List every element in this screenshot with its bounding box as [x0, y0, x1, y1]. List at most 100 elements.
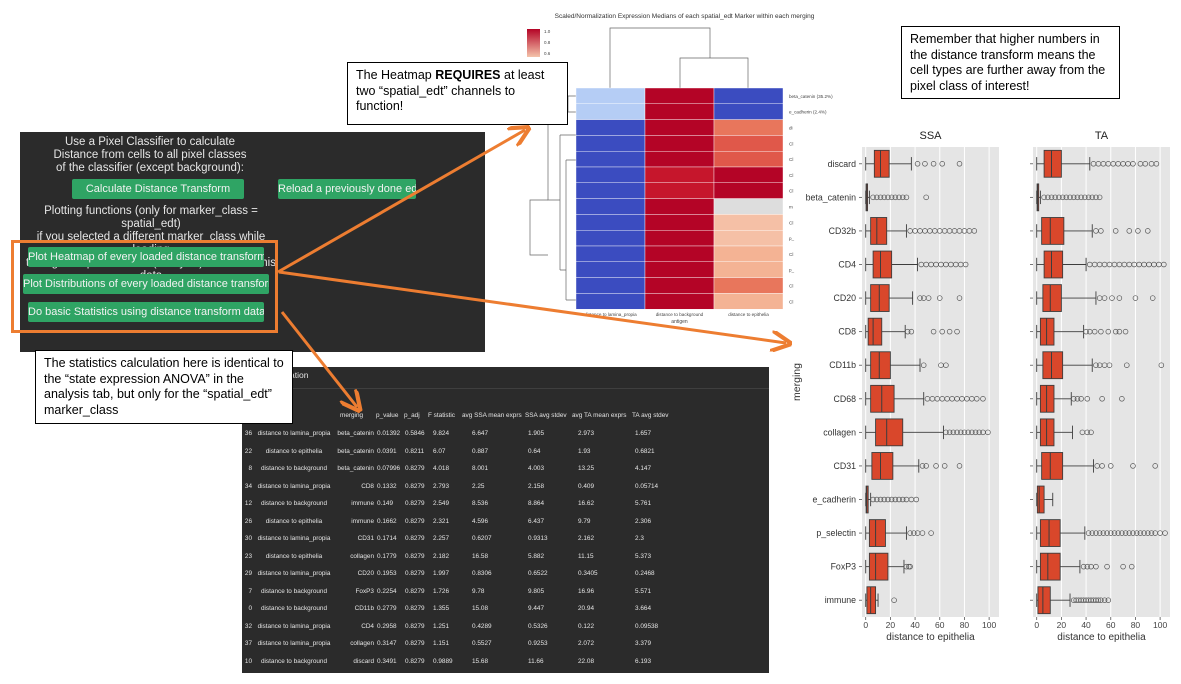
column-header[interactable]: avg TA mean exprs [572, 412, 627, 419]
table-cell: 0.1662 [377, 517, 397, 525]
x-tick-label: 100 [1153, 620, 1167, 630]
table-cell: distance to lamina_propia [257, 570, 331, 577]
table-cell: 8.864 [528, 500, 544, 507]
table-cell: 1.726 [433, 587, 449, 595]
heatmap-cell [644, 245, 715, 263]
table-cell: 37 [244, 640, 252, 647]
outlier-point [924, 396, 931, 402]
outlier-point [903, 194, 910, 201]
outlier-point [877, 194, 884, 201]
outlier-point [920, 295, 927, 301]
plot-distributions-button[interactable]: Plot Distributions of every loaded dista… [23, 274, 269, 294]
table-cell: 0.1332 [377, 482, 397, 490]
table-cell: collagen [350, 640, 374, 647]
outlier-point [948, 261, 954, 268]
heatmap-cell [644, 261, 715, 278]
outlier-point [1048, 194, 1055, 201]
table-cell: 8 [248, 465, 252, 472]
outlier-point [1063, 194, 1070, 201]
column-header[interactable]: TA avg stdev [632, 412, 669, 419]
table-cell: 0.149 [377, 500, 393, 507]
outlier-point [1142, 161, 1149, 167]
box [1039, 384, 1055, 413]
table-cell: 0.8279 [405, 570, 425, 577]
plot-background [1033, 147, 1170, 617]
outlier-point [1125, 161, 1131, 167]
table-cell: 0.4289 [472, 622, 492, 630]
table-cell: 11.66 [528, 657, 544, 665]
heatmap-cell [644, 229, 715, 247]
outlier-point [1093, 228, 1099, 234]
table-cell: 0.3147 [377, 640, 397, 647]
table-cell: CD8 [361, 482, 374, 490]
outlier-point [914, 530, 921, 536]
box [868, 552, 889, 581]
box [867, 317, 883, 346]
box [1037, 586, 1051, 615]
outlier-point [944, 396, 950, 402]
table-cell: 16.58 [472, 552, 488, 560]
y-tick-label: discard [828, 159, 856, 169]
heatmap-row-label: beta_catenin (35.2%) [789, 94, 833, 99]
outlier-point [1136, 261, 1142, 268]
box [1036, 183, 1040, 212]
heatmap-row-label: Cl [789, 189, 793, 194]
column-header[interactable]: avg SSA mean exprs [462, 412, 522, 419]
outlier-point [1145, 530, 1151, 536]
heatmap-cell [713, 293, 784, 310]
table-cell: beta_catenin [337, 430, 374, 437]
outlier-point [904, 328, 911, 335]
y-tick-label: immune [825, 595, 856, 605]
outlier-point [917, 295, 923, 301]
outlier-point [1070, 194, 1077, 201]
outlier-point [929, 396, 936, 402]
table-cell: 1.997 [433, 570, 449, 577]
heatmap-cell [575, 214, 646, 231]
table-cell: 0.01392 [377, 430, 401, 437]
table-cell: 2.793 [433, 482, 449, 490]
reload-edt-button[interactable]: Reload a previously done edt [278, 179, 416, 199]
outlier-point [1045, 194, 1051, 201]
heatmap-cell [575, 166, 646, 184]
outlier-point [870, 194, 876, 201]
outlier-point [1091, 261, 1098, 268]
outlier-point [1101, 597, 1108, 603]
y-tick-label: CD68 [834, 394, 857, 404]
column-header[interactable]: F statistic [428, 412, 455, 419]
heatmap-row-label: Cl [789, 220, 793, 225]
outlier-point [899, 496, 906, 503]
box [873, 149, 890, 178]
table-cell: 0.887 [472, 447, 488, 455]
calculate-distance-transform-button[interactable]: Calculate Distance Transform [72, 179, 244, 199]
column-header[interactable]: p_value [376, 412, 399, 419]
table-cell: CD11b [354, 605, 374, 612]
outlier-point [892, 496, 899, 503]
table-cell: 2.321 [433, 517, 449, 525]
basic-statistics-button[interactable]: Do basic Statistics using distance trans… [28, 302, 264, 322]
table-cell: CD20 [357, 570, 374, 577]
column-dendrogram-sub [679, 57, 749, 88]
column-header[interactable]: merging [340, 412, 364, 419]
outlier-point [1112, 328, 1119, 335]
table-cell: 2.182 [433, 552, 449, 560]
outlier-point [928, 261, 934, 268]
outlier-point [1101, 295, 1108, 301]
heatmap-cell [575, 293, 646, 310]
heatmap-cell [644, 214, 715, 231]
outlier-point [907, 530, 913, 536]
outlier-point [941, 463, 948, 469]
column-header[interactable]: SSA avg stdev [525, 412, 567, 419]
outlier-point [874, 496, 880, 503]
outlier-point [907, 228, 913, 234]
table-cell: 0.1953 [377, 570, 397, 577]
table-cell: 0.8279 [405, 622, 425, 630]
table-cell: 0.64 [528, 447, 541, 455]
plot-heatmap-button[interactable]: Plot Heatmap of every loaded distance tr… [28, 247, 264, 267]
table-cell: 2.25 [472, 482, 485, 490]
outlier-point [1149, 295, 1156, 301]
table-cell: distance to background [260, 465, 328, 472]
outlier-point [976, 429, 983, 436]
table-cell: FoxP3 [355, 587, 374, 595]
column-header[interactable]: p_adj [404, 412, 420, 419]
outlier-point [1101, 362, 1108, 368]
